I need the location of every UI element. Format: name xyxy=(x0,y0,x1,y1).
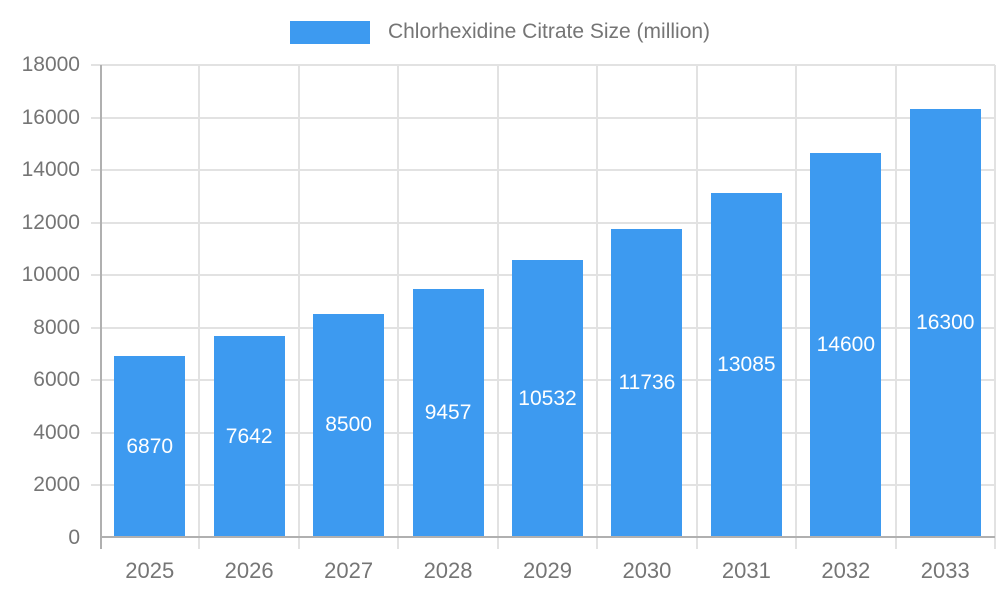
h-gridline xyxy=(91,221,995,224)
v-gridline xyxy=(695,65,698,549)
bar-value-label: 10532 xyxy=(518,386,577,410)
x-axis-line xyxy=(100,536,995,538)
bar-2027: 8500 xyxy=(313,313,385,537)
legend[interactable]: Chlorhexidine Citrate Size (million) xyxy=(0,20,1000,44)
v-gridline xyxy=(596,65,599,549)
x-tick-label: 2027 xyxy=(324,558,374,583)
x-tick-label: 2031 xyxy=(721,558,771,583)
y-tick-label: 4000 xyxy=(33,420,80,444)
bar-value-label: 13085 xyxy=(717,353,776,377)
y-tick-label: 16000 xyxy=(21,105,80,129)
bar-2026: 7642 xyxy=(213,336,285,537)
bar-2025: 6870 xyxy=(114,356,186,537)
bar-2032: 14600 xyxy=(810,153,882,537)
bar-value-label: 9457 xyxy=(424,400,472,424)
v-gridline xyxy=(297,65,300,549)
y-tick-label: 14000 xyxy=(21,158,80,182)
v-gridline xyxy=(795,65,798,549)
x-tick-label: 2032 xyxy=(821,558,871,583)
h-gridline xyxy=(91,64,995,66)
x-tick-label: 2025 xyxy=(125,558,175,583)
x-tick-label: 2030 xyxy=(622,558,672,583)
v-gridline xyxy=(994,65,996,549)
v-gridline xyxy=(198,65,201,549)
y-tick-label: 18000 xyxy=(21,53,80,76)
y-tick-label: 10000 xyxy=(21,263,80,287)
bar-2029: 10532 xyxy=(512,260,583,537)
bar-2030: 11736 xyxy=(611,228,683,537)
x-tick-label: 2029 xyxy=(523,558,572,583)
bar-2028: 9457 xyxy=(412,288,484,537)
y-tick-label: 6000 xyxy=(33,368,80,392)
bar-2033: 16300 xyxy=(909,108,981,537)
h-gridline xyxy=(91,116,995,119)
y-tick-label: 8000 xyxy=(33,315,80,339)
x-tick-label: 2028 xyxy=(423,558,473,583)
bar-2031: 13085 xyxy=(710,193,782,537)
h-gridline xyxy=(91,169,995,172)
bar-value-label: 16300 xyxy=(916,310,975,334)
bar-value-label: 8500 xyxy=(325,413,372,437)
v-gridline xyxy=(496,65,499,549)
legend-label: Chlorhexidine Citrate Size (million) xyxy=(387,20,711,43)
y-axis-line xyxy=(100,65,102,549)
y-tick-label: 2000 xyxy=(33,473,80,497)
legend-swatch-icon xyxy=(289,20,370,44)
bar-value-label: 6870 xyxy=(126,434,174,458)
bar-value-label: 7642 xyxy=(225,424,273,448)
y-tick-label: 0 xyxy=(68,526,80,549)
bar-value-label: 14600 xyxy=(816,333,876,357)
x-tick-label: 2026 xyxy=(224,558,274,583)
v-gridline xyxy=(397,65,400,549)
plot-area: 6870 7642 8500 9457 10532 11736 13085 14600 1630… xyxy=(91,64,996,549)
y-tick-label: 12000 xyxy=(21,210,80,234)
x-tick-label: 2033 xyxy=(920,558,970,583)
v-gridline xyxy=(894,65,897,549)
bar-value-label: 11736 xyxy=(618,370,676,394)
